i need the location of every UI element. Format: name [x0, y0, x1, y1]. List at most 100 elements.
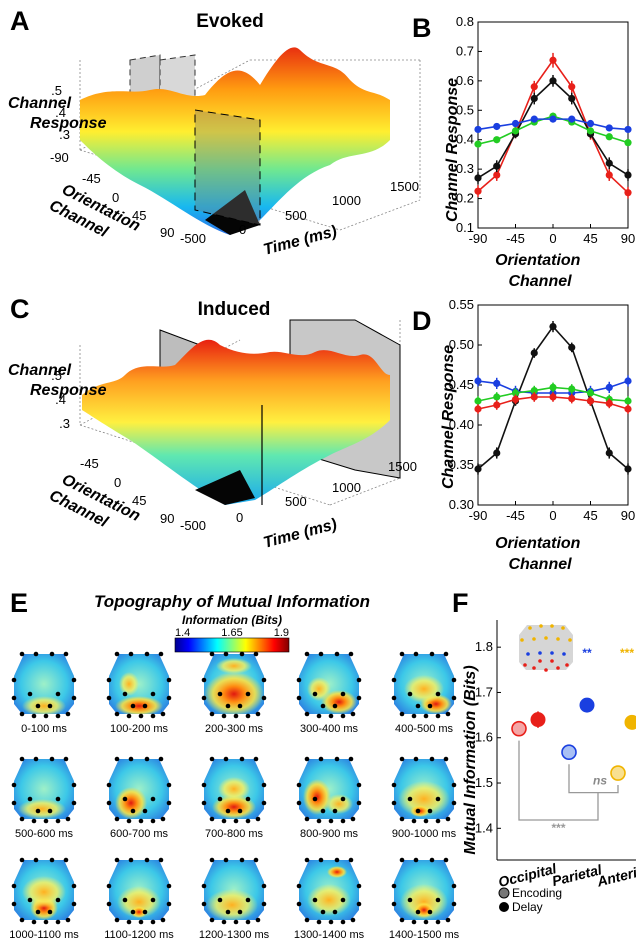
topo-electrode: [305, 757, 310, 762]
panel-a-ylabel: Orientation Channel: [46, 179, 146, 255]
topo-electrode: [349, 757, 354, 762]
topo-map-label: 200-300 ms: [205, 723, 264, 735]
topo-electrode: [66, 918, 71, 923]
panel-b-xtick: 90: [621, 231, 635, 246]
topo-map-blob: [204, 672, 264, 716]
topo-electrode: [317, 714, 322, 719]
panel-b-point: [624, 126, 631, 133]
panel-b-xtick: -90: [469, 231, 488, 246]
topo-electrode: [222, 920, 227, 925]
topo-map-blob: [303, 779, 331, 815]
panel-d-point: [624, 405, 631, 412]
colorbar-tick: 1.65: [221, 627, 242, 639]
topo-map-fill: [107, 757, 171, 821]
panel-b-xtick: -45: [506, 231, 525, 246]
topo-electrode: [357, 902, 362, 907]
panel-b-point: [493, 171, 500, 178]
topo-electrode: [313, 898, 318, 903]
topo-electrode: [262, 801, 267, 806]
topo-electrode: [32, 920, 37, 925]
topo-electrode: [20, 652, 25, 657]
panel-b-point: [474, 174, 481, 181]
panel-a: A Evoked Channel Response .5 .4 .3 -90 -…: [8, 6, 420, 259]
topo-electrode: [218, 692, 223, 697]
panel-c-xtick: 1000: [332, 480, 361, 495]
topo-electrode: [202, 783, 207, 788]
panel-e-letter: E: [10, 588, 28, 618]
panel-f-encoding-point: [562, 745, 576, 759]
topo-map-fill: [297, 652, 361, 716]
topo-electrode: [351, 712, 356, 717]
topo-electrode: [321, 910, 326, 915]
topo-electrode: [341, 819, 346, 824]
topo-electrode: [446, 918, 451, 923]
topo-electrode: [430, 757, 435, 762]
topo-electrode: [357, 696, 362, 701]
topo-electrode: [246, 692, 251, 697]
topo-electrode: [392, 696, 397, 701]
topo-electrode: [392, 902, 397, 907]
topo-electrode: [28, 898, 33, 903]
topo-electrode: [428, 809, 433, 814]
topo-electrode: [238, 910, 243, 915]
topo-electrode: [72, 678, 77, 683]
panel-f-bracket-label: ***: [551, 821, 566, 835]
topo-electrode: [436, 819, 441, 824]
panel-d-point: [493, 401, 500, 408]
topo-electrode: [297, 884, 302, 889]
topo-map-fill: [12, 757, 76, 821]
topo-electrode: [66, 817, 71, 822]
topo-electrode: [416, 704, 421, 709]
topo-electrode: [319, 652, 324, 657]
panel-a-xlabel: Time (ms): [262, 223, 339, 259]
panel-d-point: [549, 384, 556, 391]
topo-electrode: [234, 819, 239, 824]
panel-a-ztick: .3: [59, 127, 70, 142]
topo-electrode: [246, 714, 251, 719]
topo-electrode: [305, 858, 310, 863]
topo-electrode: [107, 696, 112, 701]
panel-a-ztick: .5: [51, 83, 62, 98]
topo-map: [392, 858, 457, 925]
topo-electrode: [72, 696, 77, 701]
topo-electrode: [357, 783, 362, 788]
panel-b-point: [493, 163, 500, 170]
topo-electrode: [329, 819, 334, 824]
topo-electrode: [452, 801, 457, 806]
topo-electrode: [107, 801, 112, 806]
topo-electrode: [167, 902, 172, 907]
topo-electrode: [143, 809, 148, 814]
topo-electrode: [12, 884, 17, 889]
panel-d-point: [606, 400, 613, 407]
topo-electrode: [151, 920, 156, 925]
panel-b-point: [587, 120, 594, 127]
topo-electrode: [151, 692, 156, 697]
topo-electrode: [234, 714, 239, 719]
topo-electrode: [414, 757, 419, 762]
topo-electrode: [412, 819, 417, 824]
topo-electrode: [351, 918, 356, 923]
topo-map: [107, 757, 172, 824]
panel-b-point: [568, 95, 575, 102]
panel-a-ytick: -45: [82, 171, 101, 186]
topo-electrode: [400, 918, 405, 923]
topo-electrode: [210, 858, 215, 863]
topo-electrode: [222, 714, 227, 719]
topo-map: [392, 757, 457, 824]
panel-d-point: [624, 377, 631, 384]
panel-b-point: [531, 95, 538, 102]
panel-b-ytick: 0.8: [456, 14, 474, 29]
topo-map-blob: [218, 777, 250, 801]
panel-f-delay-point: [531, 712, 546, 727]
topo-electrode: [210, 817, 215, 822]
panel-c-xtick: 1500: [388, 459, 417, 474]
topo-electrode: [127, 920, 132, 925]
topo-electrode: [44, 920, 49, 925]
topo-map: [297, 858, 362, 925]
topo-electrode: [224, 757, 229, 762]
panel-d-point: [624, 465, 631, 472]
panel-f-bracket: [519, 741, 598, 820]
topo-electrode: [224, 858, 229, 863]
panel-b-point: [624, 139, 631, 146]
